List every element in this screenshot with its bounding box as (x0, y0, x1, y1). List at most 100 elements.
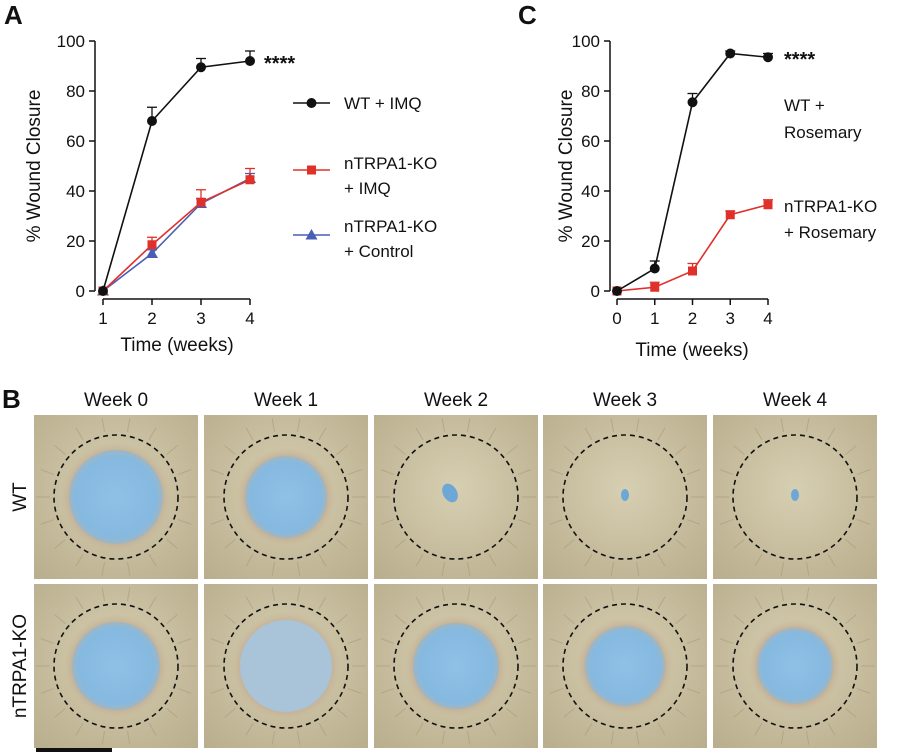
chart-c-legend-label: Rosemary (784, 123, 862, 142)
fur-streak (126, 587, 131, 602)
chart-a-ytick-label: 80 (66, 82, 85, 101)
fur-streak (245, 553, 254, 567)
chart-a-legend-label: nTRPA1-KO (344, 154, 437, 173)
fur-streak (733, 539, 745, 549)
fur-streak (380, 519, 395, 525)
fur-streak (318, 722, 327, 736)
fur-streak (584, 596, 593, 610)
fur-streak (563, 708, 575, 718)
chart-a-data-point (146, 247, 158, 258)
fur-streak (488, 596, 497, 610)
fur-streak (101, 730, 106, 745)
fur-streak (318, 596, 327, 610)
fur-streak (466, 587, 471, 602)
chart-c-data-point (763, 52, 773, 63)
fur-streak (635, 730, 640, 745)
wound-area (791, 489, 799, 501)
wound-photo (34, 584, 198, 748)
fur-streak (271, 587, 276, 602)
chart-c-xtick-label: 0 (612, 309, 621, 328)
fur-streak (394, 614, 406, 624)
chart-a-series-line (102, 177, 251, 292)
wound-boundary-circle (393, 434, 519, 560)
fur-streak (177, 469, 192, 475)
fur-streak (380, 469, 395, 475)
fur-streak (719, 688, 734, 694)
fur-streak (719, 519, 734, 525)
fur-streak (54, 614, 66, 624)
fur-streak (166, 708, 178, 718)
fur-streak (441, 418, 446, 433)
fur-streak (805, 561, 810, 576)
chart-a-ytick-label: 20 (66, 232, 85, 251)
fur-streak (733, 614, 745, 624)
fur-streak (506, 614, 518, 624)
wound-boundary-circle (393, 603, 519, 729)
chart-a-series-2 (97, 172, 256, 296)
fur-streak (517, 638, 532, 644)
chart-a: % Wound Closure Time (weeks) **** 0 20 40 6… (24, 32, 437, 356)
wound-boundary-circle (223, 434, 349, 560)
fur-streak (780, 561, 785, 576)
fur-streak (845, 614, 857, 624)
fur-streak (610, 561, 615, 576)
fur-streak (754, 553, 763, 567)
chart-c-series-line (616, 52, 769, 292)
chart-c-data-point (687, 97, 698, 108)
fur-streak (805, 587, 810, 602)
photo-column-header: Week 3 (593, 390, 657, 411)
fur-streak (336, 708, 348, 718)
chart-c-xtick-label: 4 (763, 309, 772, 328)
fur-streak (177, 638, 192, 644)
fur-streak (856, 688, 871, 694)
chart-c-series-0 (612, 48, 773, 296)
photo-column-header: Week 2 (424, 390, 488, 411)
chart-c-data-point (725, 210, 735, 220)
fur-streak (845, 708, 857, 718)
fur-streak (54, 708, 66, 718)
chart-c-ytick-label: 0 (591, 282, 600, 301)
fur-streak (126, 561, 131, 576)
wound-boundary-circle (562, 603, 688, 729)
fur-streak (733, 445, 745, 455)
fur-streak (394, 445, 406, 455)
chart-c-data-point (688, 266, 697, 276)
fur-streak (336, 445, 348, 455)
chart-c-data-point (612, 286, 622, 296)
chart-c-ytick-label: 40 (581, 182, 600, 201)
chart-c-xtick-label: 2 (688, 309, 697, 328)
fur-streak (584, 722, 593, 736)
chart-a-data-point (245, 175, 255, 185)
fur-streak (296, 730, 301, 745)
chart-a-data-point (98, 286, 108, 296)
fur-streak (827, 427, 836, 441)
wound-photo (34, 415, 198, 579)
fur-streak (610, 730, 615, 745)
fur-streak (126, 730, 131, 745)
panel-letter-c: C (518, 0, 537, 30)
chart-a-legend-label: + Control (344, 242, 413, 261)
fur-streak (415, 722, 424, 736)
fur-streak (318, 553, 327, 567)
fur-streak (506, 708, 518, 718)
fur-streak (347, 638, 362, 644)
fur-streak (549, 638, 564, 644)
fur-streak (40, 469, 55, 475)
chart-c-data-point (763, 200, 773, 210)
fur-streak (657, 722, 666, 736)
fur-streak (488, 427, 497, 441)
chart-c: % Wound Closure Time (weeks) **** 020406… (556, 32, 877, 361)
fur-streak (296, 561, 301, 576)
fur-streak (148, 722, 157, 736)
fur-streak (75, 553, 84, 567)
chart-c-data-point (650, 282, 660, 292)
fur-streak (224, 614, 236, 624)
fur-streak (245, 427, 254, 441)
chart-a-xtick-label: 2 (147, 309, 156, 328)
chart-c-xtick-label: 1 (650, 309, 659, 328)
fur-streak (380, 638, 395, 644)
wound-boundary-circle (53, 434, 179, 560)
chart-c-ytick-label: 100 (572, 32, 600, 51)
fur-streak (224, 539, 236, 549)
